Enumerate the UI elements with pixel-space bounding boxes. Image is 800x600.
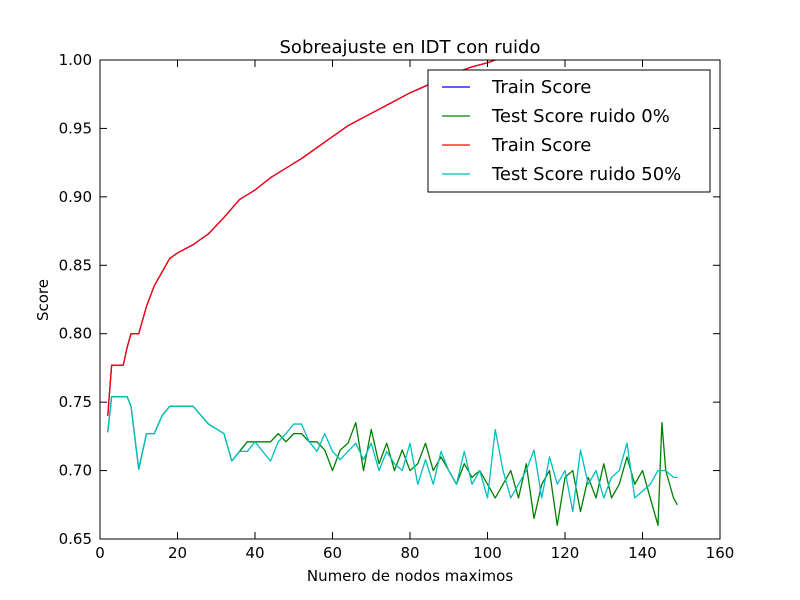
y-tick-label: 1.00 [59, 51, 92, 69]
y-tick-label: 0.85 [59, 256, 92, 274]
y-tick-label: 0.90 [59, 188, 92, 206]
y-tick-label: 0.65 [59, 530, 92, 548]
plot-frame [99, 59, 721, 540]
y-tick-label: 0.70 [59, 462, 92, 480]
y-tick-label: 0.80 [59, 325, 92, 343]
series-line-3 [107, 59, 496, 416]
x-tick-label: 0 [95, 544, 105, 562]
x-tick-label: 20 [168, 544, 187, 562]
legend-label-1: Train Score [491, 77, 591, 98]
x-tick-label: 60 [323, 544, 342, 562]
x-axis-label: Numero de nodos maximos [307, 567, 513, 585]
x-tick-label: 100 [473, 544, 502, 562]
legend-label-2: Test Score ruido 0% [491, 106, 670, 127]
legend-box [427, 69, 711, 193]
chart-title: Sobreajuste en IDT con ruido [280, 37, 541, 58]
x-tick-label: 40 [245, 544, 264, 562]
legend: Train Score Test Score ruido 0% Train Scor… [427, 69, 711, 193]
y-tick-label: 0.75 [59, 393, 92, 411]
y-axis-label: Score [34, 279, 52, 321]
series-line-4 [107, 396, 678, 513]
x-tick-label: 160 [706, 544, 735, 562]
x-tick-label: 80 [400, 544, 419, 562]
x-tick-label: 120 [551, 544, 580, 562]
series-layer [107, 59, 678, 526]
x-tick-label: 140 [628, 544, 657, 562]
legend-label-3: Train Score [491, 135, 591, 156]
legend-items: Train Score Test Score ruido 0% Train Scor… [442, 77, 681, 185]
y-tick-label: 0.95 [59, 119, 92, 137]
legend-label-4: Test Score ruido 50% [491, 164, 681, 185]
ticks-layer: 0 20 40 60 80 100 120 140 160 0.65 0.70 0.75 0.80 0.8… [59, 51, 735, 562]
